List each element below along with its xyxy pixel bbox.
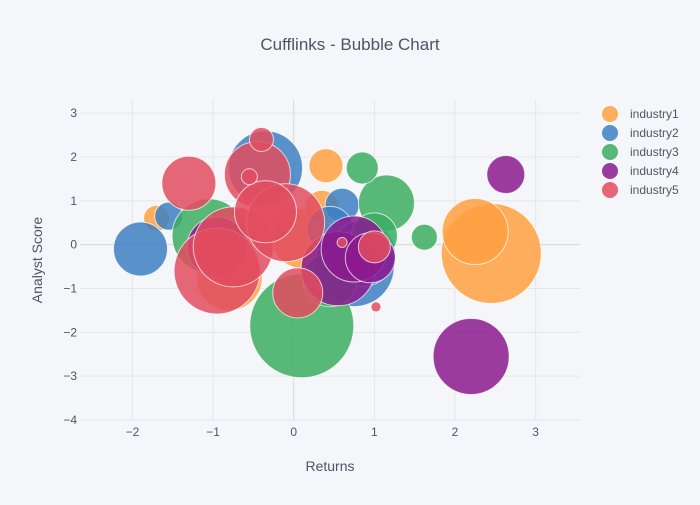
y-tick-label: 1 bbox=[70, 194, 77, 208]
x-tick-label: −1 bbox=[206, 425, 220, 439]
bubble-industry3[interactable] bbox=[410, 223, 438, 251]
legend-item-industry2[interactable]: industry2 bbox=[602, 125, 679, 141]
bubble-industry4[interactable] bbox=[486, 155, 526, 195]
y-tick-labels: −4 −3 −2 −1 0 1 2 3 bbox=[63, 106, 77, 427]
bubble-industry5[interactable] bbox=[336, 236, 348, 248]
legend-marker bbox=[602, 144, 618, 160]
bubble-industry4[interactable] bbox=[432, 317, 510, 395]
x-axis-label: Returns bbox=[305, 458, 354, 474]
y-axis-label: Analyst Score bbox=[29, 217, 45, 304]
legend-label: industry1 bbox=[630, 107, 679, 121]
bubble-industry1[interactable] bbox=[441, 198, 509, 266]
bubble-industry5[interactable] bbox=[161, 155, 217, 211]
legend-item-industry4[interactable]: industry4 bbox=[602, 163, 679, 179]
legend-item-industry5[interactable]: industry5 bbox=[602, 182, 679, 198]
legend-marker bbox=[602, 106, 618, 122]
bubble-industry2[interactable] bbox=[112, 221, 168, 277]
bubble-industry1[interactable] bbox=[308, 148, 344, 184]
x-tick-labels: −2 −1 0 1 2 3 bbox=[126, 425, 540, 439]
legend-marker bbox=[602, 182, 618, 198]
legend-label: industry4 bbox=[630, 164, 679, 178]
x-tick-label: 1 bbox=[371, 425, 378, 439]
y-tick-label: 3 bbox=[70, 106, 77, 120]
x-tick-label: 3 bbox=[532, 425, 539, 439]
x-tick-label: 2 bbox=[452, 425, 459, 439]
y-tick-label: −4 bbox=[63, 413, 77, 427]
y-tick-label: −1 bbox=[63, 281, 77, 295]
bubbles bbox=[112, 126, 542, 395]
legend-marker bbox=[602, 125, 618, 141]
bubble-industry5[interactable] bbox=[272, 267, 324, 319]
y-tick-label: 0 bbox=[70, 238, 77, 252]
bubble-industry3[interactable] bbox=[345, 151, 379, 185]
y-tick-label: −3 bbox=[63, 369, 77, 383]
legend-label: industry3 bbox=[630, 145, 679, 159]
bubble-industry5[interactable] bbox=[248, 126, 274, 152]
y-tick-label: 2 bbox=[70, 150, 77, 164]
legend: industry1 industry2 industry3 industry4 indu… bbox=[602, 106, 679, 198]
bubble-industry5[interactable] bbox=[233, 180, 297, 244]
legend-item-industry3[interactable]: industry3 bbox=[602, 144, 679, 160]
legend-label: industry5 bbox=[630, 183, 679, 197]
bubble-industry5[interactable] bbox=[357, 230, 391, 264]
x-tick-label: −2 bbox=[126, 425, 140, 439]
y-tick-label: −2 bbox=[63, 325, 77, 339]
x-tick-label: 0 bbox=[290, 425, 297, 439]
chart-title: Cufflinks - Bubble Chart bbox=[260, 35, 439, 54]
legend-label: industry2 bbox=[630, 126, 679, 140]
legend-item-industry1[interactable]: industry1 bbox=[602, 106, 679, 122]
series-industry5 bbox=[161, 126, 391, 319]
bubble-industry5[interactable] bbox=[370, 301, 382, 313]
legend-marker bbox=[602, 163, 618, 179]
bubble-industry5[interactable] bbox=[240, 168, 258, 186]
